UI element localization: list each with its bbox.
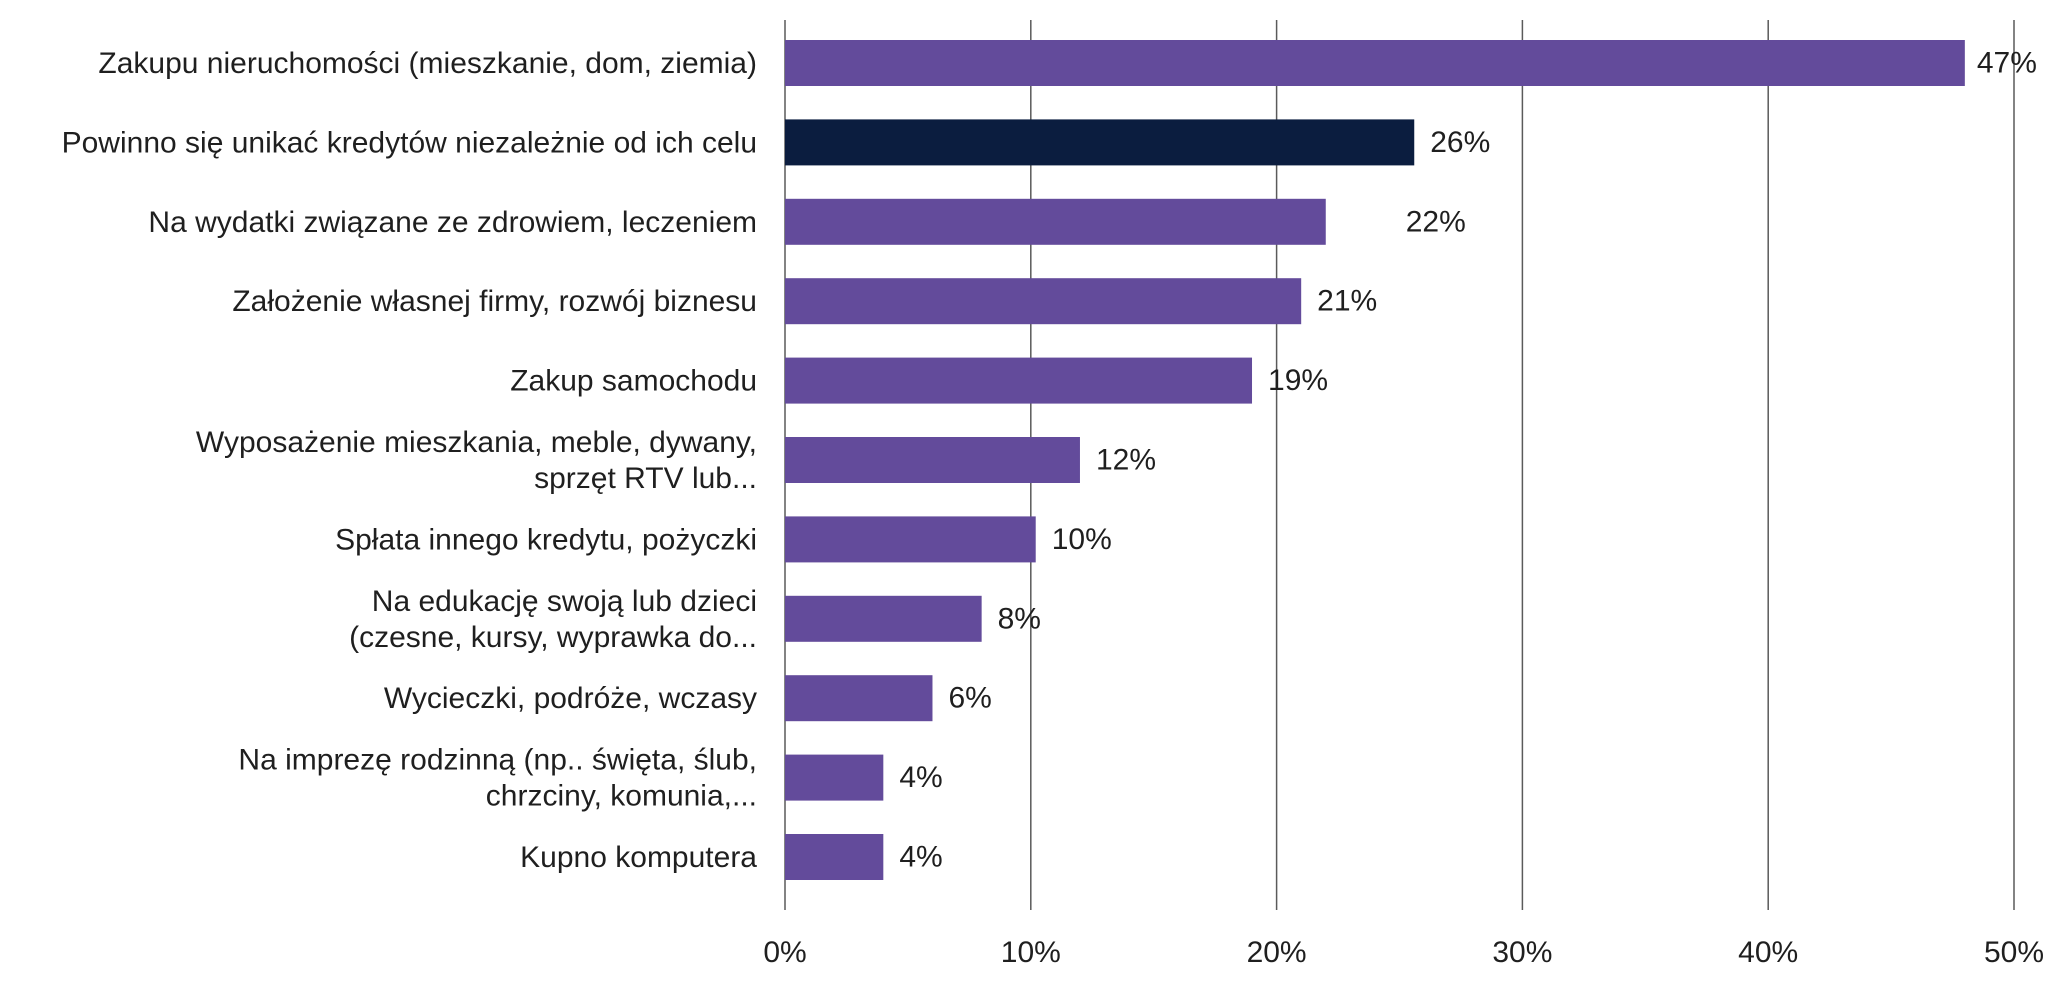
x-tick-label: 0% bbox=[763, 936, 806, 969]
x-tick-label: 20% bbox=[1247, 936, 1307, 969]
category-label-line: (czesne, kursy, wyprawka do... bbox=[349, 620, 757, 653]
bar bbox=[785, 198, 1326, 245]
bars bbox=[785, 40, 1965, 880]
category-label: Zakup samochodu bbox=[510, 364, 757, 397]
bar bbox=[785, 516, 1036, 563]
value-label: 19% bbox=[1268, 364, 1328, 397]
category-label-line: Spłata innego kredytu, pożyczki bbox=[335, 523, 757, 556]
bar bbox=[785, 754, 884, 801]
x-tick-label: 30% bbox=[1492, 936, 1552, 969]
value-label: 10% bbox=[1052, 523, 1112, 556]
category-label-line: Na wydatki związane ze zdrowiem, leczeni… bbox=[148, 205, 757, 238]
x-tick-label: 10% bbox=[1001, 936, 1061, 969]
bar bbox=[785, 357, 1253, 404]
category-label-line: Wycieczki, podróże, wczasy bbox=[384, 682, 757, 715]
value-label: 12% bbox=[1096, 444, 1156, 477]
value-label: 8% bbox=[998, 602, 1041, 635]
category-label-line: Powinno się unikać kredytów niezależnie … bbox=[62, 126, 757, 159]
category-label-line: Zakupu nieruchomości (mieszkanie, dom, z… bbox=[98, 47, 757, 80]
bar bbox=[785, 675, 933, 722]
value-label: 4% bbox=[899, 841, 942, 874]
category-label-line: Na edukację swoją lub dzieci bbox=[372, 584, 757, 617]
category-label-line: Zakup samochodu bbox=[510, 364, 757, 397]
category-label-line: Założenie własnej firmy, rozwój biznesu bbox=[232, 285, 757, 318]
category-label-line: chrzciny, komunia,... bbox=[486, 779, 757, 812]
category-labels: Zakupu nieruchomości (mieszkanie, dom, z… bbox=[62, 47, 758, 874]
x-axis-tick-labels: 0% 10% 20% 30% 40% 50% bbox=[763, 936, 2044, 969]
value-label: 21% bbox=[1317, 285, 1377, 318]
bar bbox=[785, 437, 1080, 483]
value-label: 26% bbox=[1430, 126, 1490, 159]
bar bbox=[785, 40, 1965, 86]
value-labels: 47% 26% 22% 21% 19% 12% 10% 8% 6% 4% 4% bbox=[899, 47, 2037, 874]
category-label: Na edukację swoją lub dzieci (czesne, kur… bbox=[349, 584, 757, 653]
category-label-line: Na imprezę rodzinną (np.. święta, ślub, bbox=[238, 743, 757, 776]
category-label: Na imprezę rodzinną (np.. święta, ślub, c… bbox=[238, 743, 757, 812]
bar bbox=[785, 119, 1415, 166]
x-tick-label: 40% bbox=[1738, 936, 1798, 969]
category-label: Wycieczki, podróże, wczasy bbox=[384, 682, 757, 715]
category-label-line: Kupno komputera bbox=[520, 841, 757, 874]
category-label: Założenie własnej firmy, rozwój biznesu bbox=[232, 285, 757, 318]
value-label: 6% bbox=[948, 682, 991, 715]
category-label: Kupno komputera bbox=[520, 841, 757, 874]
bar bbox=[785, 595, 982, 642]
category-label: Spłata innego kredytu, pożyczki bbox=[335, 523, 757, 556]
category-label-line: sprzęt RTV lub... bbox=[534, 462, 757, 495]
bar bbox=[785, 834, 884, 880]
value-label: 47% bbox=[1977, 47, 2037, 80]
category-label: Wyposażenie mieszkania, meble, dywany, sp… bbox=[196, 426, 757, 495]
x-tick-label: 50% bbox=[1984, 936, 2044, 969]
value-label: 4% bbox=[899, 761, 942, 794]
value-label: 22% bbox=[1406, 205, 1466, 238]
category-label: Na wydatki związane ze zdrowiem, leczeni… bbox=[148, 205, 757, 238]
category-label: Powinno się unikać kredytów niezależnie … bbox=[62, 126, 757, 159]
bar bbox=[785, 278, 1302, 325]
category-label-line: Wyposażenie mieszkania, meble, dywany, bbox=[196, 426, 757, 459]
category-label: Zakupu nieruchomości (mieszkanie, dom, z… bbox=[98, 47, 757, 80]
